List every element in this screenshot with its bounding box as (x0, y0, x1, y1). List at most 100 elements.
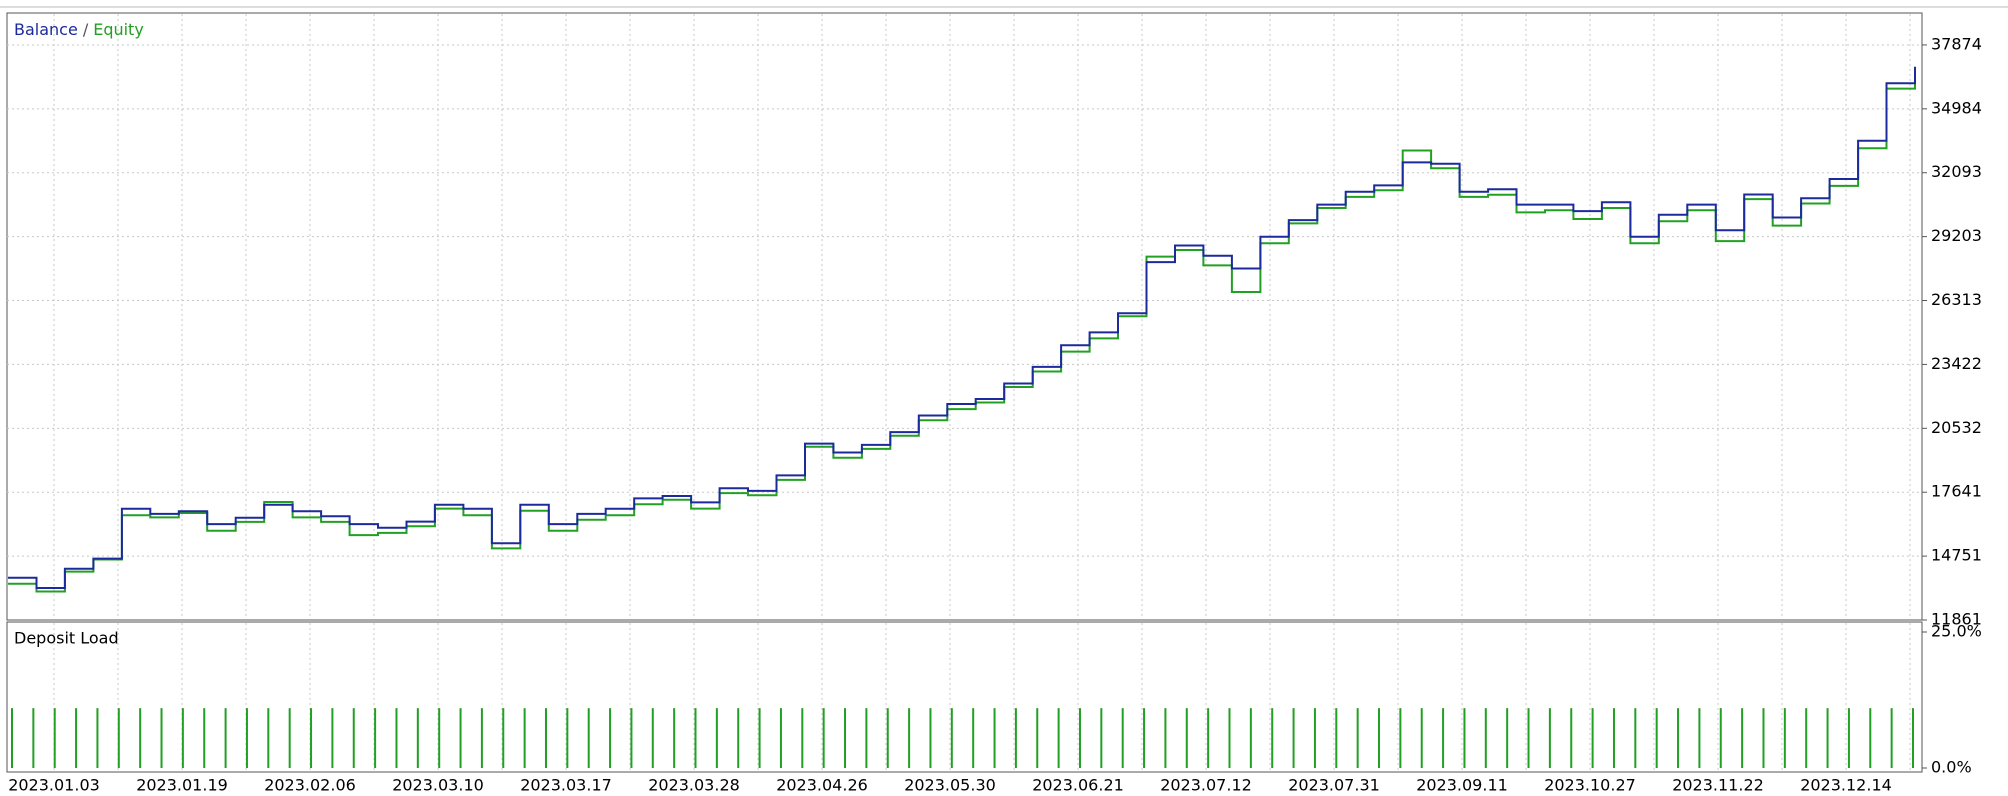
bar (1548, 708, 1551, 768)
y-tick-label: 37874 (1931, 34, 1982, 53)
y-tick-label: 34984 (1931, 98, 1982, 117)
legend-equity: Equity (93, 20, 144, 39)
bar (288, 708, 291, 768)
bar (801, 708, 804, 768)
x-tick-label: 2023.06.21 (1032, 776, 1124, 795)
bar (1847, 708, 1850, 768)
bar (1378, 708, 1381, 768)
y-tick-label: 11861 (1931, 610, 1982, 629)
bar (1249, 708, 1252, 768)
bar (502, 708, 505, 768)
bar (1335, 708, 1338, 768)
bar (844, 708, 847, 768)
bar (908, 708, 911, 768)
bar (310, 708, 313, 768)
y-tick-label: 17641 (1931, 482, 1982, 501)
bar (694, 708, 697, 768)
x-tick-label: 2023.02.06 (264, 776, 356, 795)
bar (1100, 708, 1103, 768)
bar (1591, 708, 1594, 768)
bar (886, 708, 889, 768)
bar (1185, 708, 1188, 768)
bar (160, 708, 163, 768)
bar (75, 708, 78, 768)
bar (1527, 708, 1530, 768)
x-tick-label: 2023.07.12 (1160, 776, 1252, 795)
y-tick-label: 32093 (1931, 162, 1982, 181)
bar (1506, 708, 1509, 768)
bar (523, 708, 526, 768)
bar (929, 708, 932, 768)
deposit-title: Deposit Load (14, 629, 119, 648)
legend-separator: / (83, 20, 89, 39)
bar (416, 708, 419, 768)
bar (1036, 708, 1039, 768)
bar (480, 708, 483, 768)
bar (758, 708, 761, 768)
legend-balance: Balance (14, 20, 78, 39)
bar (245, 708, 248, 768)
bar (1719, 708, 1722, 768)
x-tick-label: 2023.07.31 (1288, 776, 1380, 795)
x-tick-label: 2023.01.03 (8, 776, 100, 795)
bar (1164, 708, 1167, 768)
bar (139, 708, 142, 768)
y-tick-label: 25.0% (1931, 622, 1982, 641)
bar (651, 708, 654, 768)
bar (587, 708, 590, 768)
x-tick-label: 2023.05.30 (904, 776, 996, 795)
bar (609, 708, 612, 768)
bar (1805, 708, 1808, 768)
labels: Balance / Equity Deposit Load 11861 14751 17… (8, 20, 1982, 795)
bar (972, 708, 975, 768)
marks (8, 66, 1916, 768)
series-line (8, 66, 1916, 589)
grid (7, 14, 1927, 771)
bar (1741, 708, 1744, 768)
equity-panel (6, 12, 1923, 621)
bar (1912, 708, 1914, 768)
x-tick-label: 2023.10.27 (1544, 776, 1636, 795)
bar (993, 708, 996, 768)
bar (1442, 708, 1445, 768)
bar (865, 708, 868, 768)
x-tick-label: 2023.12.14 (1800, 776, 1892, 795)
bar (1078, 708, 1081, 768)
x-tick-label: 2023.11.22 (1672, 776, 1764, 795)
bar (1826, 708, 1829, 768)
bar (1207, 708, 1210, 768)
bar (1057, 708, 1060, 768)
bar (544, 708, 547, 768)
x-tick-label: 2023.04.26 (776, 776, 868, 795)
bar (1698, 708, 1701, 768)
y-tick-label: 14751 (1931, 546, 1982, 565)
bar (1292, 708, 1295, 768)
y-tick-label: 0.0% (1931, 758, 1972, 777)
bar (1484, 708, 1487, 768)
bar (1420, 708, 1423, 768)
bar (1570, 708, 1573, 768)
bar (1228, 708, 1231, 768)
bar (1121, 708, 1124, 768)
bar (53, 708, 56, 768)
bar (1271, 708, 1274, 768)
x-tick-label: 2023.03.10 (392, 776, 484, 795)
bar (1762, 708, 1765, 768)
bar (1677, 708, 1680, 768)
bar (1634, 708, 1637, 768)
x-tick-label: 2023.01.19 (136, 776, 228, 795)
y-tick-label: 29203 (1931, 226, 1982, 245)
bar (1356, 708, 1359, 768)
bar (459, 708, 462, 768)
bar (203, 708, 206, 768)
bar (1869, 708, 1872, 768)
bar (224, 708, 227, 768)
bar (181, 708, 184, 768)
bar (1655, 708, 1658, 768)
bar (779, 708, 782, 768)
bar (374, 708, 377, 768)
y-tick-label: 20532 (1931, 418, 1982, 437)
y-tick-label: 26313 (1931, 290, 1982, 309)
